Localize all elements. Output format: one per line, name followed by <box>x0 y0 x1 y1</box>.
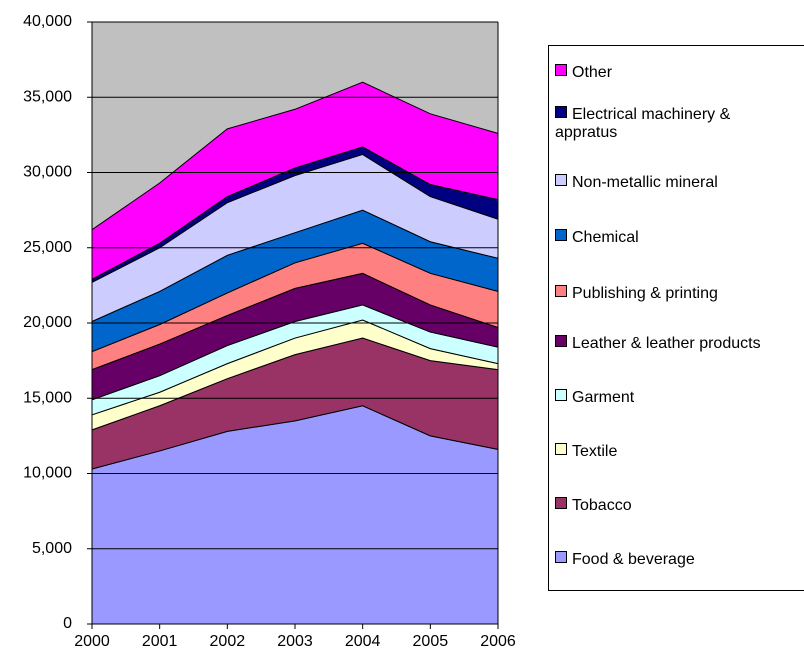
legend-item: Publishing & printing <box>555 285 718 303</box>
x-tick-label: 2000 <box>74 633 110 650</box>
legend-item: Chemical <box>555 229 639 247</box>
legend: Other Electrical machinery & appratus Non-… <box>548 45 804 591</box>
legend-item: Tobacco <box>555 497 632 515</box>
legend-item: Leather & leather products <box>555 335 761 353</box>
legend-item: Electrical machinery & appratus <box>555 106 755 142</box>
legend-label: Electrical machinery & appratus <box>555 106 731 141</box>
legend-label: Leather & leather products <box>572 335 761 352</box>
x-tick-label: 2004 <box>345 633 381 650</box>
y-tick-label: 5,000 <box>32 540 72 557</box>
x-tick-label: 2003 <box>277 633 313 650</box>
legend-swatch <box>555 174 567 186</box>
y-tick-label: 25,000 <box>23 239 72 256</box>
y-tick-label: 10,000 <box>23 465 72 482</box>
legend-swatch <box>555 389 567 401</box>
legend-label: Garment <box>572 389 635 406</box>
y-tick-label: 15,000 <box>23 389 72 406</box>
legend-swatch <box>555 335 567 347</box>
y-tick-label: 35,000 <box>23 88 72 105</box>
y-tick-label: 30,000 <box>23 164 72 181</box>
legend-swatch <box>555 551 567 563</box>
legend-label: Textile <box>572 443 618 460</box>
x-tick-label: 2005 <box>413 633 449 650</box>
legend-swatch <box>555 497 567 509</box>
legend-label: Other <box>572 64 613 81</box>
legend-item: Garment <box>555 389 634 407</box>
legend-label: Tobacco <box>572 497 632 514</box>
legend-swatch <box>555 443 567 455</box>
legend-label: Publishing & printing <box>572 285 718 302</box>
legend-swatch <box>555 106 567 118</box>
legend-item: Food & beverage <box>555 551 695 569</box>
y-tick-label: 40,000 <box>23 13 72 30</box>
x-tick-label: 2001 <box>142 633 178 650</box>
y-tick-label: 0 <box>63 615 72 632</box>
legend-swatch <box>555 64 567 76</box>
legend-item: Other <box>555 64 612 82</box>
legend-label: Chemical <box>572 229 639 246</box>
legend-swatch <box>555 285 567 297</box>
legend-item: Non-metallic mineral <box>555 174 718 192</box>
legend-label: Non-metallic mineral <box>572 174 718 191</box>
legend-item: Textile <box>555 443 617 461</box>
legend-label: Food & beverage <box>572 551 695 568</box>
x-tick-label: 2006 <box>480 633 516 650</box>
legend-swatch <box>555 229 567 241</box>
y-tick-label: 20,000 <box>23 314 72 331</box>
x-tick-label: 2002 <box>210 633 246 650</box>
